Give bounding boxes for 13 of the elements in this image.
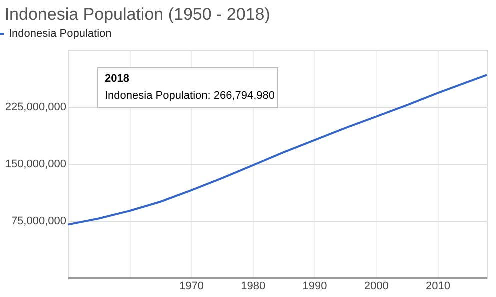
y-tick-label: 150,000,000 bbox=[5, 158, 66, 170]
annotation: 2018 bbox=[105, 73, 130, 85]
y-tick-label: 75,000,000 bbox=[11, 216, 66, 228]
x-tick-label: 1970 bbox=[179, 280, 204, 292]
x-tick-label: 2000 bbox=[364, 280, 389, 292]
annotation: Indonesia Population: 266,794,980 bbox=[105, 90, 276, 102]
legend-label: Indonesia Population bbox=[9, 28, 112, 40]
line-series bbox=[67, 74, 488, 226]
chart-title: Indonesia Population (1950 - 2018) bbox=[4, 5, 270, 24]
y-tick-label: 225,000,000 bbox=[5, 102, 66, 114]
x-tick-label: 1990 bbox=[302, 280, 328, 292]
x-tick-label: 2010 bbox=[426, 280, 450, 292]
x-tick-label: 1980 bbox=[241, 280, 266, 292]
